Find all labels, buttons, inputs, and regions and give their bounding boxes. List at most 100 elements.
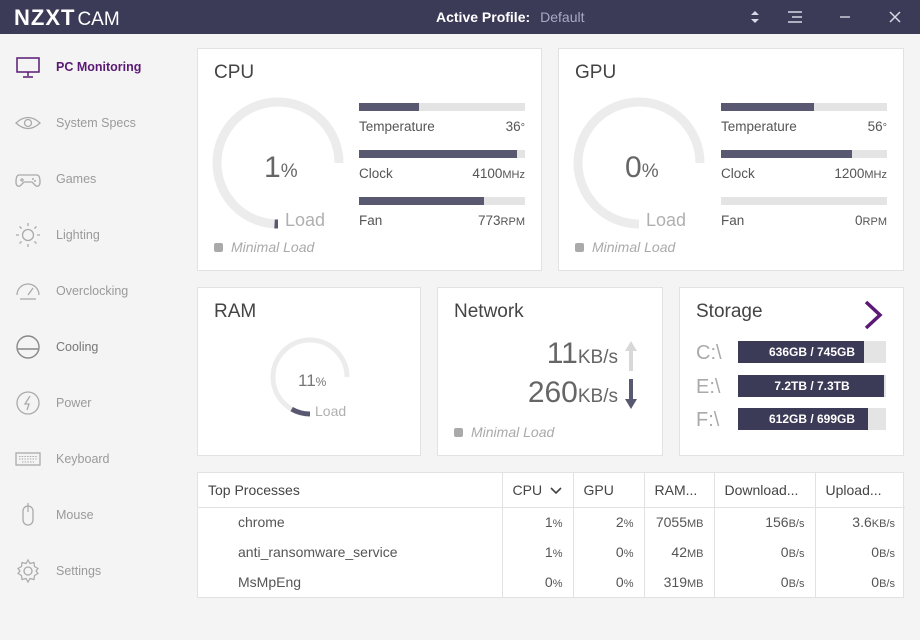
table-row[interactable]: MsMpEng 0% 0% 319MB 0B/s 0B/s (198, 567, 905, 597)
close-icon[interactable] (878, 0, 912, 34)
ram-load-gauge (270, 337, 350, 417)
status-dot-icon (214, 242, 223, 252)
cpu-status: Minimal Load (214, 239, 314, 255)
upload-arrow-icon (625, 341, 637, 371)
gpu-load-label: Load (646, 210, 687, 230)
sidebar-item-overclocking[interactable]: Overclocking (0, 271, 185, 311)
sidebar-item-keyboard[interactable]: Keyboard (0, 439, 185, 479)
ram-card[interactable]: RAM 11% Load (197, 287, 421, 456)
cpu-title: CPU (214, 62, 255, 83)
minimize-icon[interactable] (828, 0, 862, 34)
sidebar-item-lighting[interactable]: Lighting (0, 215, 185, 255)
sidebar-item-label: System Specs (56, 116, 136, 130)
process-download: 0B/s (714, 567, 816, 597)
process-gpu: 2% (573, 507, 645, 537)
ram-title: RAM (214, 301, 257, 322)
cpu-fan-row: Fan 773RPM (359, 197, 525, 228)
profile-value[interactable]: Default (540, 9, 585, 25)
sidebar-item-settings[interactable]: Settings (0, 551, 185, 591)
cpu-clock-bar (359, 150, 517, 158)
gpu-load-gauge (573, 97, 705, 229)
sidebar-item-cooling[interactable]: Cooling (0, 327, 185, 367)
column-header-gpu[interactable]: GPU (573, 473, 645, 508)
gear-icon (14, 557, 42, 585)
gpu-temperature-row: Temperature 56° (721, 103, 887, 134)
cpu-load-gauge (212, 97, 344, 229)
bolt-icon (14, 389, 42, 417)
gpu-card[interactable]: GPU 0% Load Minimal Load Temperature 56° … (558, 48, 904, 271)
sidebar-item-label: Games (56, 172, 97, 186)
drive-usage-bar: 612GB / 699GB (738, 408, 886, 430)
column-header-ram[interactable]: RAM... (644, 473, 715, 508)
network-status: Minimal Load (454, 424, 554, 440)
sidebar-item-power[interactable]: Power (0, 383, 185, 423)
menu-icon[interactable] (778, 0, 812, 34)
gpu-title: GPU (575, 62, 617, 83)
gpu-temperature-bar (721, 103, 814, 111)
ram-load-label: Load (315, 403, 347, 419)
gamepad-icon (14, 165, 42, 193)
column-header-upload[interactable]: Upload... (815, 473, 905, 508)
mouse-icon (14, 501, 42, 529)
process-name: chrome (198, 507, 503, 537)
process-name: anti_ransomware_service (198, 537, 503, 567)
network-title: Network (454, 301, 524, 322)
cpu-card[interactable]: CPU 1% Load Minimal Load Temperature 36° … (197, 48, 542, 271)
gpu-status: Minimal Load (575, 239, 675, 255)
sidebar-item-label: Overclocking (56, 284, 129, 298)
chevron-down-icon (550, 487, 562, 495)
column-header-download[interactable]: Download... (714, 473, 816, 508)
sidebar-item-label: Lighting (56, 228, 100, 242)
sidebar-item-label: Settings (56, 564, 102, 578)
drive-usage-text: 636GB / 745GB (768, 345, 856, 359)
storage-title: Storage (696, 301, 763, 322)
drive-letter: C:\ (696, 342, 722, 364)
column-header-top-processes: Top Processes (198, 473, 503, 508)
process-cpu: 1% (502, 507, 574, 537)
drive-usage-text: 612GB / 699GB (768, 412, 856, 426)
process-ram: 7055MB (644, 507, 715, 537)
download-arrow-icon (625, 379, 637, 409)
process-cpu: 0% (502, 567, 574, 597)
table-row[interactable]: chrome 1% 2% 7055MB 156B/s 3.6KB/s (198, 507, 905, 537)
table-row[interactable]: anti_ransomware_service 1% 0% 42MB 0B/s … (198, 537, 905, 567)
process-ram: 42MB (644, 537, 715, 567)
chevron-right-icon[interactable] (862, 300, 884, 330)
sort-updown-icon[interactable] (738, 0, 772, 34)
process-cpu: 1% (502, 537, 574, 567)
ram-load-value: 11% (298, 371, 327, 390)
gpu-fan-row: Fan 0RPM (721, 197, 887, 228)
sidebar-item-label: Power (56, 396, 92, 410)
sidebar-item-mouse[interactable]: Mouse (0, 495, 185, 535)
keyboard-icon (14, 445, 42, 473)
cpu-load-label: Load (285, 210, 326, 230)
app-logo: NZXT CAM (14, 5, 120, 30)
drive-usage-bar: 7.2TB / 7.3TB (738, 375, 886, 397)
drive-letter: E:\ (696, 376, 721, 398)
sidebar: PC Monitoring System Specs Games Lightin… (0, 34, 185, 640)
cpu-clock-row: Clock 4100MHz (359, 150, 525, 181)
storage-card[interactable]: Storage C:\ 636GB / 745GB E:\ 7.2TB / 7.… (679, 287, 904, 456)
process-name: MsMpEng (198, 567, 503, 597)
cpu-load-value: 1% (264, 151, 298, 184)
process-download: 156B/s (714, 507, 816, 537)
eye-icon (14, 109, 42, 137)
profile-label: Active Profile: (436, 9, 531, 25)
process-download: 0B/s (714, 537, 816, 567)
cpu-temperature-bar (359, 103, 419, 111)
monitor-icon (14, 53, 42, 81)
status-dot-icon (575, 242, 584, 252)
process-ram: 319MB (644, 567, 715, 597)
active-profile[interactable]: Active Profile: Default (436, 9, 585, 25)
process-gpu: 0% (573, 537, 645, 567)
sidebar-item-games[interactable]: Games (0, 159, 185, 199)
drive-letter: F:\ (696, 409, 720, 431)
sidebar-item-system-specs[interactable]: System Specs (0, 103, 185, 143)
cpu-fan-bar (359, 197, 484, 205)
sidebar-item-pc-monitoring[interactable]: PC Monitoring (0, 47, 185, 87)
network-card[interactable]: Network 11KB/s 260KB/s Minimal Load (437, 287, 663, 456)
column-header-cpu[interactable]: CPU (502, 473, 574, 508)
sun-icon (14, 221, 42, 249)
cooling-icon (14, 333, 42, 361)
title-bar: NZXT CAM Active Profile: Default (0, 0, 920, 34)
